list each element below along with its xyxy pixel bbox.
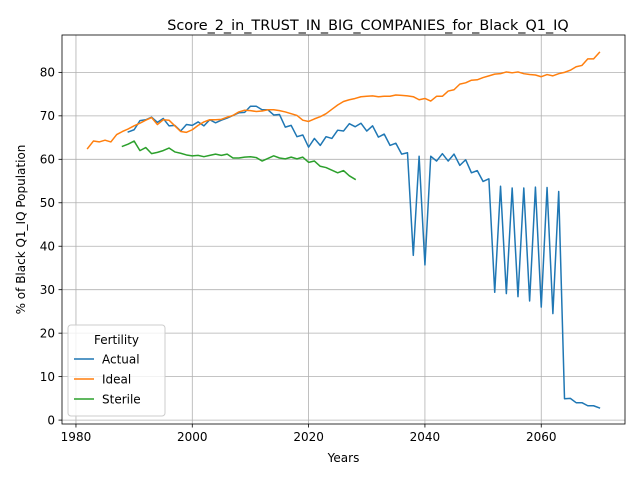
x-tick-label: 2060 [526,430,557,444]
x-tick-label: 1980 [61,430,92,444]
y-tick-label: 70 [40,109,55,123]
y-axis: 0 10 20 30 40 50 60 70 80 [40,66,62,427]
y-tick-label: 10 [40,370,55,384]
y-tick-label: 30 [40,283,55,297]
grid-lines [62,35,625,424]
y-tick-label: 20 [40,326,55,340]
x-axis: 1980 2000 2020 2040 2060 [61,424,557,444]
y-tick-label: 0 [47,413,55,427]
y-tick-label: 60 [40,153,55,167]
x-tick-label: 2000 [177,430,208,444]
y-tick-label: 80 [40,66,55,80]
legend-label-sterile: Sterile [102,392,141,406]
chart-title: Score_2_in_TRUST_IN_BIG_COMPANIES_for_Bl… [167,18,568,34]
x-tick-label: 2040 [410,430,441,444]
series-line-sterile [121,140,357,181]
legend-box [67,324,166,417]
series-lines [86,51,601,409]
legend-title: Fertility [94,333,139,347]
y-tick-label: 50 [40,196,55,210]
x-tick-label: 2020 [293,430,324,444]
legend: Fertility Actual Ideal Sterile [67,324,166,417]
plot-frame [61,34,626,425]
y-tick-label: 40 [40,239,55,253]
x-axis-label: Years [327,451,360,465]
series-line-ideal [86,51,601,150]
legend-label-actual: Actual [102,352,140,366]
series-line-actual [127,105,601,409]
y-axis-label: % of Black Q1_IQ Population [14,145,28,315]
legend-label-ideal: Ideal [102,372,131,386]
